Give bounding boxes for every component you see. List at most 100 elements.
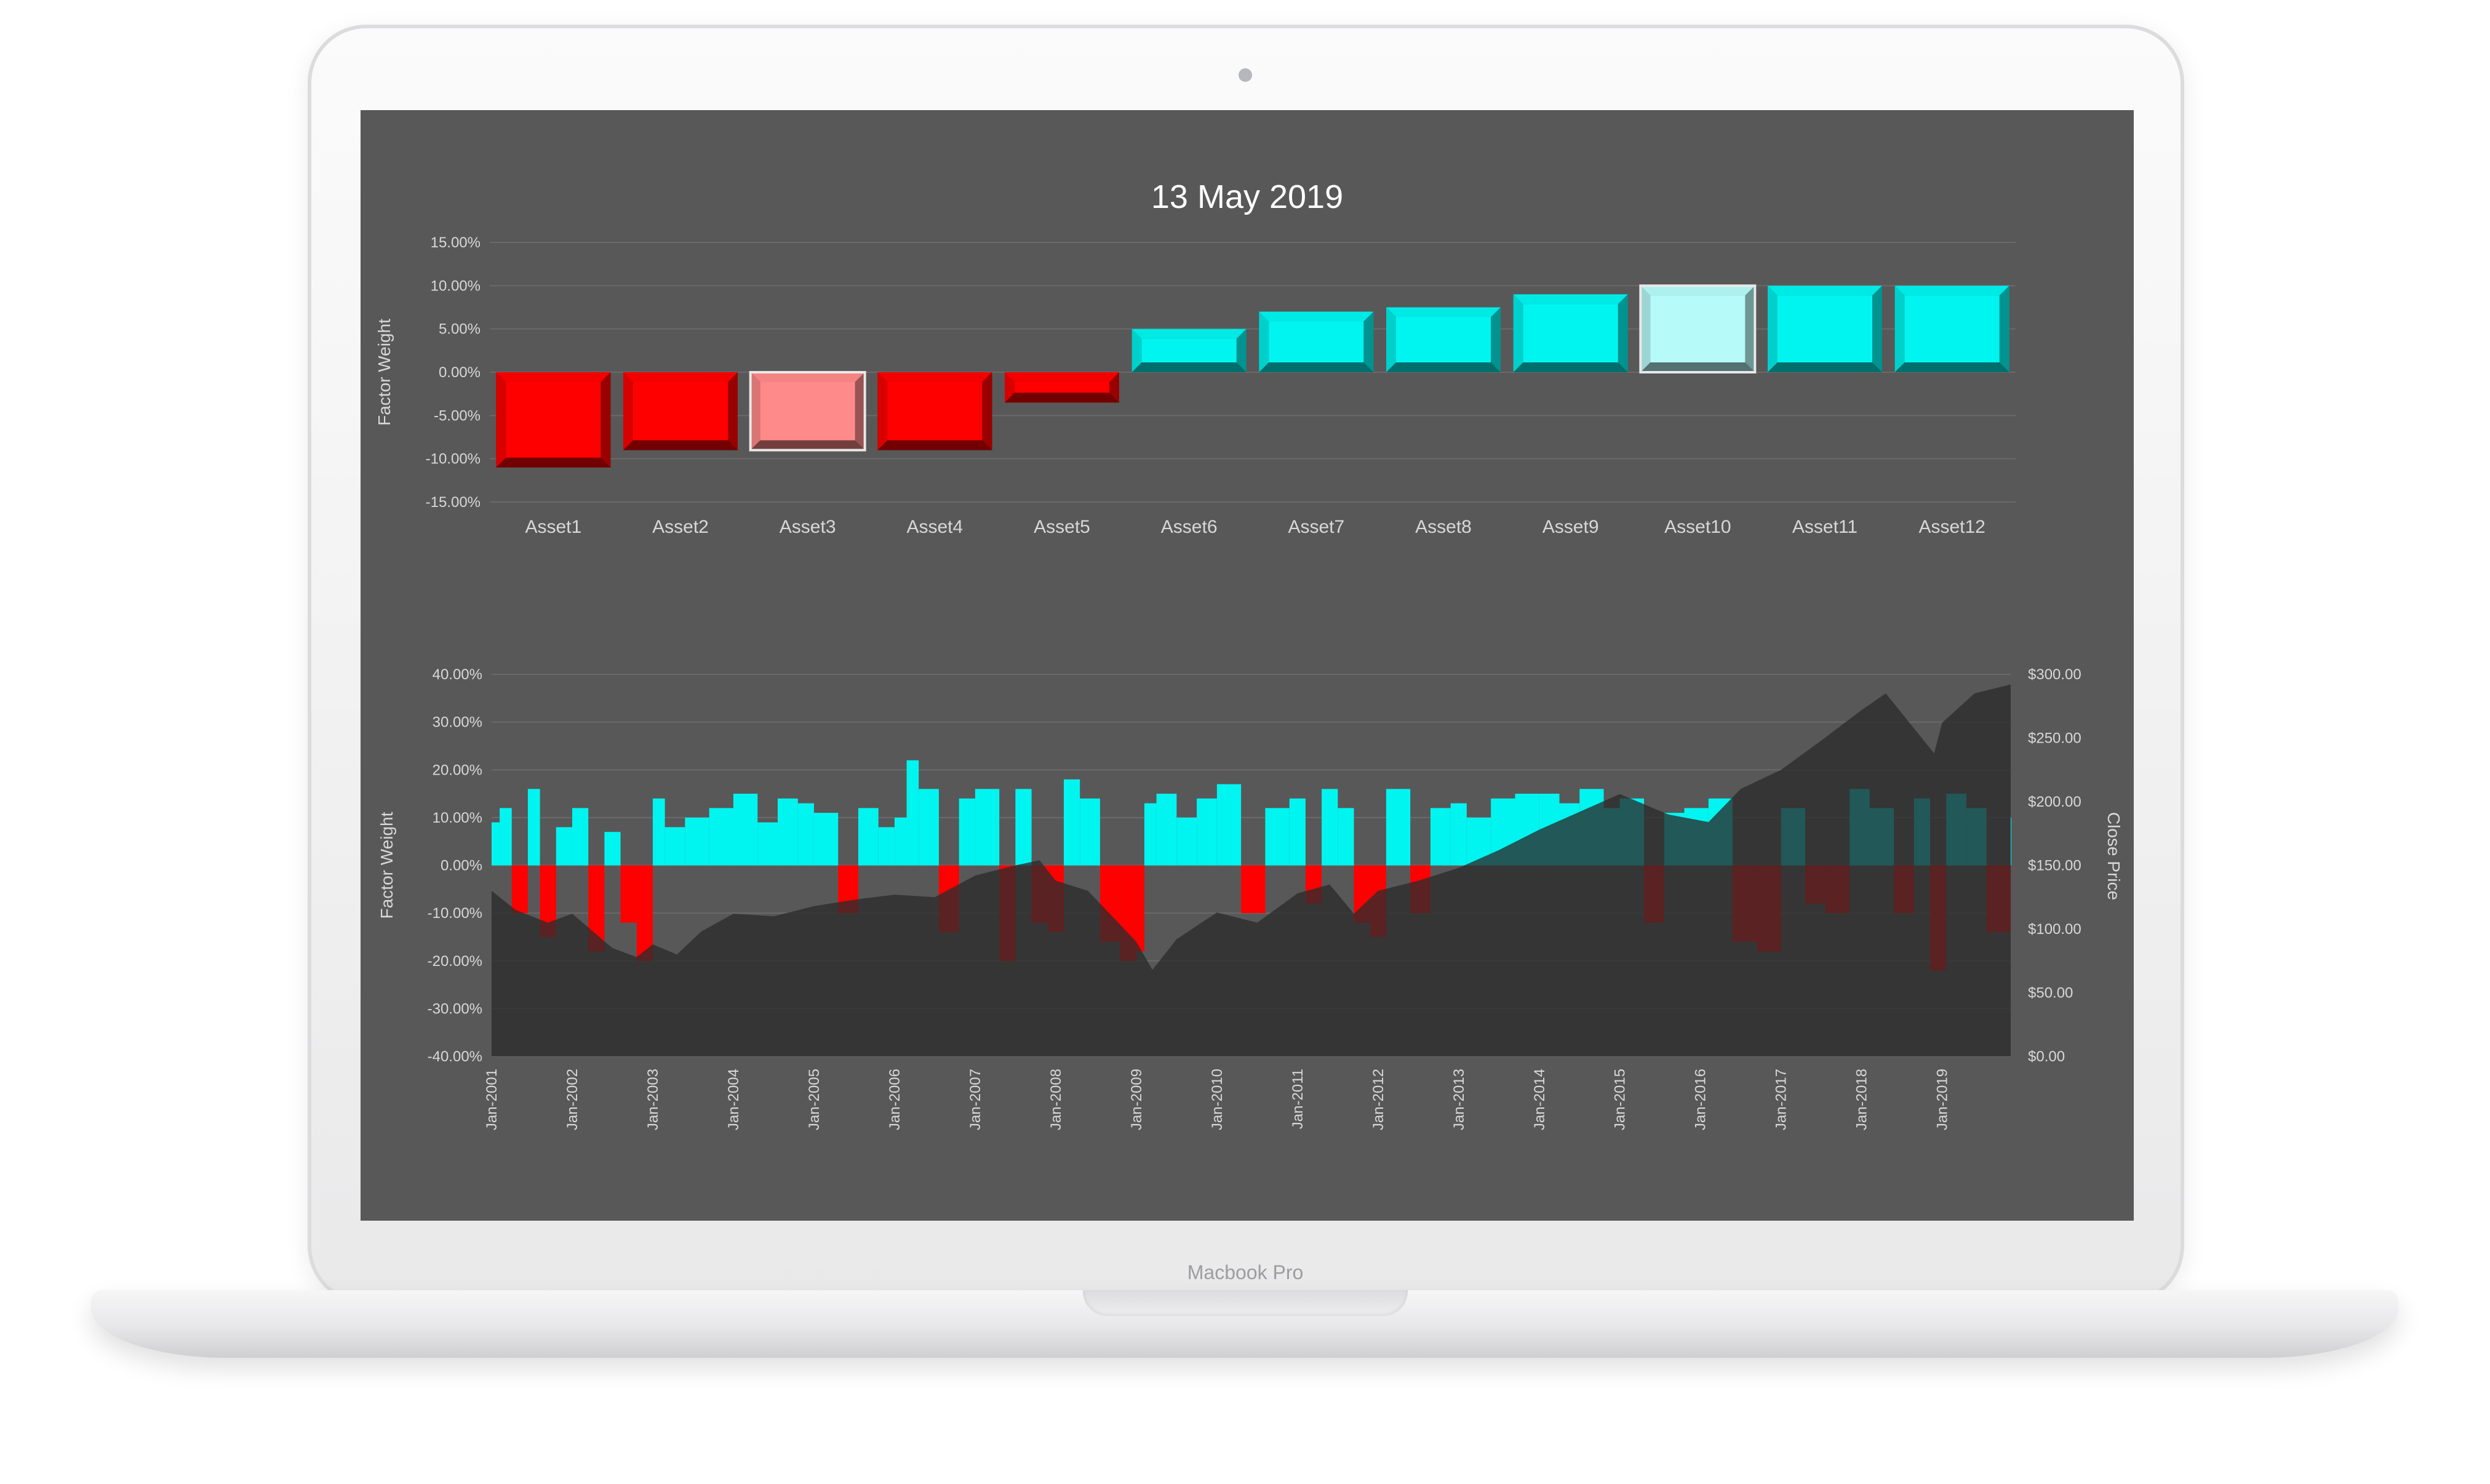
factor-weight-bar	[858, 808, 879, 866]
bar-bevel-bottom	[1640, 362, 1755, 372]
bar-y-tick-label: -5.00%	[434, 407, 481, 424]
factor-weight-bar	[511, 865, 528, 914]
bar-face	[633, 382, 728, 441]
area-x-tick-label: Jan-2001	[484, 1069, 500, 1130]
area-x-tick-label: Jan-2013	[1451, 1069, 1467, 1130]
bar-asset4	[877, 372, 992, 450]
bar-bevel-left	[750, 372, 760, 450]
area-y-tick-label: 30.00%	[433, 714, 482, 731]
area-y2-tick-label: $0.00	[2028, 1048, 2065, 1065]
area-x-tick-label: Jan-2004	[725, 1069, 742, 1130]
bar-face	[1523, 304, 1618, 362]
factor-weight-bar	[572, 808, 589, 866]
bar-bevel-bottom	[1894, 362, 2009, 372]
bar-y-tick-label: 0.00%	[439, 364, 481, 381]
bar-asset6	[1131, 329, 1247, 372]
bar-asset1	[496, 372, 611, 468]
bar-y-tick-label: -15.00%	[426, 494, 481, 511]
factor-weight-bar	[500, 808, 512, 866]
bar-bevel-left	[1894, 285, 1905, 372]
chart-title: 13 May 2019	[1151, 178, 1344, 215]
factor-weight-bar	[604, 832, 621, 866]
bar-asset5	[1005, 372, 1119, 403]
factor-weight-bar	[1386, 789, 1411, 866]
bar-asset8	[1386, 307, 1501, 372]
bar-bevel-right	[1363, 311, 1374, 372]
area-y2-tick-label: $200.00	[2028, 794, 2081, 810]
bar-category-label: Asset11	[1792, 517, 1858, 537]
area-y-tick-label: -20.00%	[428, 953, 482, 970]
area-x-tick-label: Jan-2009	[1128, 1069, 1145, 1130]
bar-category-label: Asset3	[780, 517, 836, 537]
bar-category-label: Asset1	[525, 517, 581, 537]
bar-bevel-left	[1386, 307, 1396, 372]
factor-weight-bar	[492, 822, 500, 866]
bar-bevel-right	[1618, 294, 1628, 372]
bar-bevel-top	[1259, 311, 1374, 322]
bar-highlight-outline	[749, 371, 866, 452]
bar-bevel-top	[496, 372, 611, 382]
bar-bevel-top	[750, 372, 865, 382]
factor-weight-bar	[1338, 808, 1354, 866]
bar-bevel-right	[982, 372, 992, 450]
bar-category-label: Asset5	[1034, 517, 1090, 537]
factor-weight-bar	[1063, 779, 1080, 866]
factor-weight-bar	[906, 760, 919, 866]
area-y2-axis-label: Close Price	[2104, 812, 2123, 900]
factor-weight-bar	[1015, 789, 1032, 866]
factor-weight-bar	[959, 798, 975, 866]
factor-weight-bar	[1080, 798, 1100, 866]
factor-weight-bar	[813, 813, 839, 866]
bar-bevel-right	[601, 372, 611, 468]
bar-bevel-right	[1491, 307, 1501, 372]
bar-bevel-top	[1513, 294, 1628, 305]
bar-chart: 15.00% 10.00% 5.00% 0.00% -5.00% -10.00% -15.0…	[375, 234, 2016, 537]
bar-bevel-top	[1894, 285, 2009, 296]
factor-weight-bar	[636, 865, 653, 961]
bar-category-label: Asset9	[1542, 517, 1599, 537]
bar-bevel-bottom	[1005, 393, 1119, 403]
bar-asset7	[1259, 311, 1374, 372]
bar-bevel-top	[1768, 285, 1882, 296]
bar-asset10	[1639, 284, 1757, 374]
area-x-tick-label: Jan-2014	[1531, 1069, 1548, 1130]
factor-weight-bar	[527, 789, 540, 866]
bar-face	[1015, 382, 1109, 393]
area-x-tick-label: Jan-2012	[1370, 1069, 1387, 1130]
bar-face	[1141, 338, 1237, 362]
area-y2-tick-label: $250.00	[2028, 730, 2081, 747]
bar-category-label: Asset6	[1161, 517, 1218, 537]
bar-face	[1778, 295, 1872, 362]
area-y2-tick-label: $300.00	[2028, 666, 2081, 683]
factor-weight-bar	[1322, 789, 1338, 866]
factor-weight-bar	[733, 794, 758, 866]
factor-weight-bar	[685, 817, 709, 866]
area-y2-tick-label: $150.00	[2028, 858, 2081, 874]
bar-bevel-top	[623, 372, 738, 382]
area-y-tick-label: 0.00%	[441, 858, 482, 874]
bar-y-tick-label: 10.00%	[431, 277, 481, 294]
factor-weight-bar	[1289, 798, 1306, 866]
bar-y-tick-label: 15.00%	[431, 234, 481, 251]
area-x-tick-label: Jan-2018	[1854, 1069, 1870, 1130]
bar-bevel-bottom	[1131, 362, 1247, 372]
factor-weight-bar	[1265, 808, 1290, 866]
bar-category-label: Asset8	[1415, 517, 1472, 537]
bar-bevel-bottom	[877, 440, 992, 450]
area-x-tick-label: Jan-2019	[1934, 1069, 1951, 1130]
bar-bevel-right	[1872, 285, 1882, 372]
bar-asset3	[749, 371, 866, 452]
factor-weight-bar	[1156, 794, 1177, 866]
factor-weight-bar	[894, 817, 907, 866]
bar-bevel-top	[1005, 372, 1119, 382]
bar-bevel-left	[1513, 294, 1523, 372]
area-x-tick-label: Jan-2016	[1693, 1069, 1709, 1130]
factor-weight-bar	[620, 865, 637, 923]
bar-face	[506, 382, 601, 458]
area-x-tick-label: Jan-2017	[1773, 1069, 1790, 1130]
bar-bevel-right	[1236, 329, 1247, 372]
bar-category-label: Asset12	[1918, 517, 1985, 537]
bar-y-tick-label: -10.00%	[426, 451, 481, 468]
bar-category-label: Asset10	[1664, 517, 1731, 537]
bar-face	[1650, 295, 1746, 362]
